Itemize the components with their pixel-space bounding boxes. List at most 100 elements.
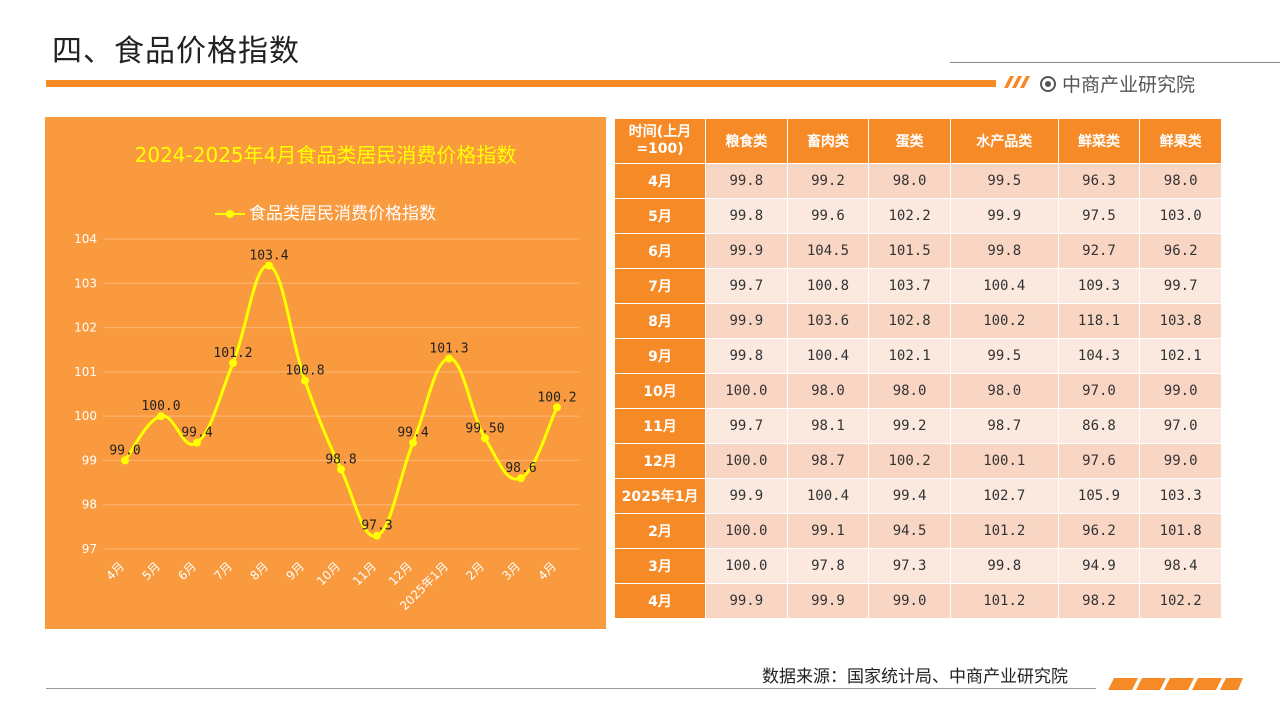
table-header-row: 时间(上月=100) 粮食类 畜肉类 蛋类 水产品类 鲜菜类 鲜果类 <box>614 118 1222 164</box>
table-cell: 94.9 <box>1057 548 1141 584</box>
x-tick-label: 6月 <box>175 559 199 583</box>
table-cell: 94.5 <box>868 513 951 549</box>
table-row: 7月 99.7 100.8 103.7 100.4 109.3 99.7 <box>614 268 1222 304</box>
table-cell: 99.0 <box>868 583 951 619</box>
table-cell: 100.2 <box>949 303 1059 339</box>
data-label: 98.6 <box>505 461 536 476</box>
table-cell: 99.2 <box>868 408 951 444</box>
x-tick-label: 5月 <box>139 559 163 583</box>
table-row: 10月 100.0 98.0 98.0 98.0 97.0 99.0 <box>614 373 1222 409</box>
table-cell: 99.5 <box>949 163 1059 199</box>
table-cell: 99.8 <box>949 233 1059 269</box>
table-cell: 105.9 <box>1057 478 1141 514</box>
table-row: 8月 99.9 103.6 102.8 100.2 118.1 103.8 <box>614 303 1222 339</box>
y-tick-label: 104 <box>74 232 97 246</box>
table-header-cell: 蛋类 <box>868 118 951 164</box>
x-tick-label: 4月 <box>535 559 559 583</box>
data-label: 99.0 <box>109 443 140 458</box>
x-tick-label: 2月 <box>463 559 487 583</box>
table-cell: 100.0 <box>705 443 788 479</box>
brand-circle-icon <box>1040 76 1056 92</box>
data-point <box>229 359 237 367</box>
data-point <box>121 456 129 465</box>
table-cell: 99.2 <box>786 163 870 199</box>
table-cell: 102.2 <box>1139 583 1222 619</box>
table-cell: 100.0 <box>705 548 788 584</box>
table-cell: 103.3 <box>1139 478 1222 514</box>
data-point <box>265 261 273 270</box>
table-row-header: 4月 <box>614 583 706 619</box>
table-cell: 102.8 <box>868 303 951 339</box>
table-row-header: 6月 <box>614 233 706 269</box>
table-cell: 103.6 <box>786 303 870 339</box>
table-cell: 99.0 <box>1139 373 1222 409</box>
table-cell: 98.0 <box>949 373 1059 409</box>
table-cell: 99.8 <box>949 548 1059 584</box>
y-tick-label: 103 <box>74 276 97 290</box>
table-cell: 99.9 <box>786 583 870 619</box>
data-point <box>409 438 417 447</box>
table-cell: 97.5 <box>1057 198 1141 234</box>
table-row: 4月 99.8 99.2 98.0 99.5 96.3 98.0 <box>614 163 1222 199</box>
data-label: 100.0 <box>141 399 180 414</box>
table-cell: 101.8 <box>1139 513 1222 549</box>
data-point <box>301 376 309 385</box>
table-row-header: 11月 <box>614 408 706 444</box>
table-row: 12月 100.0 98.7 100.2 100.1 97.6 99.0 <box>614 443 1222 479</box>
table-cell: 99.7 <box>1139 268 1222 304</box>
table-row-header: 3月 <box>614 548 706 584</box>
data-point <box>373 531 381 540</box>
table-cell: 99.9 <box>705 478 788 514</box>
footer-stripes-icon <box>1108 678 1243 690</box>
table-cell: 98.0 <box>786 373 870 409</box>
table-row-header: 5月 <box>614 198 706 234</box>
table-cell: 118.1 <box>1057 303 1141 339</box>
table-cell: 99.0 <box>1139 443 1222 479</box>
data-label: 97.3 <box>361 519 392 534</box>
header-divider-line <box>949 62 1280 63</box>
table-cell: 99.5 <box>949 338 1059 374</box>
y-tick-label: 97 <box>82 542 97 556</box>
table-row: 11月 99.7 98.1 99.2 98.7 86.8 97.0 <box>614 408 1222 444</box>
data-point <box>445 354 453 363</box>
table-cell: 98.0 <box>868 373 951 409</box>
data-point <box>481 434 489 443</box>
table-row-header: 12月 <box>614 443 706 479</box>
data-label: 98.8 <box>325 452 356 467</box>
legend-label: 食品类居民消费价格指数 <box>249 204 436 224</box>
table-row: 2025年1月 99.9 100.4 99.4 102.7 105.9 103.3 <box>614 478 1222 514</box>
table-cell: 101.2 <box>949 513 1059 549</box>
table-header-cell: 鲜果类 <box>1139 118 1222 164</box>
title-underline-bar <box>46 80 996 87</box>
table-cell: 98.7 <box>949 408 1059 444</box>
table-cell: 96.3 <box>1057 163 1141 199</box>
x-tick-label: 8月 <box>247 559 271 583</box>
table-cell: 99.8 <box>705 338 788 374</box>
table-cell: 97.6 <box>1057 443 1141 479</box>
table-cell: 100.2 <box>868 443 951 479</box>
table-cell: 99.8 <box>705 163 788 199</box>
x-tick-label: 4月 <box>103 559 127 583</box>
table-cell: 100.4 <box>786 478 870 514</box>
data-label: 101.3 <box>429 342 468 357</box>
table-cell: 109.3 <box>1057 268 1141 304</box>
legend-line-marker-icon <box>215 209 245 219</box>
table-cell: 100.4 <box>786 338 870 374</box>
brand-name: 中商产业研究院 <box>1062 74 1196 96</box>
data-point <box>517 474 525 483</box>
page-title: 四、食品价格指数 <box>52 34 300 69</box>
table-cell: 100.0 <box>705 373 788 409</box>
table-cell: 99.8 <box>705 198 788 234</box>
table-cell: 102.1 <box>1139 338 1222 374</box>
table-cell: 100.1 <box>949 443 1059 479</box>
table-cell: 99.9 <box>705 233 788 269</box>
table-cell: 86.8 <box>1057 408 1141 444</box>
table-cell: 97.0 <box>1057 373 1141 409</box>
table-row-header: 9月 <box>614 338 706 374</box>
table-cell: 98.0 <box>868 163 951 199</box>
y-tick-label: 99 <box>82 453 97 467</box>
table-cell: 99.7 <box>705 268 788 304</box>
data-point <box>193 438 201 447</box>
table-cell: 102.1 <box>868 338 951 374</box>
